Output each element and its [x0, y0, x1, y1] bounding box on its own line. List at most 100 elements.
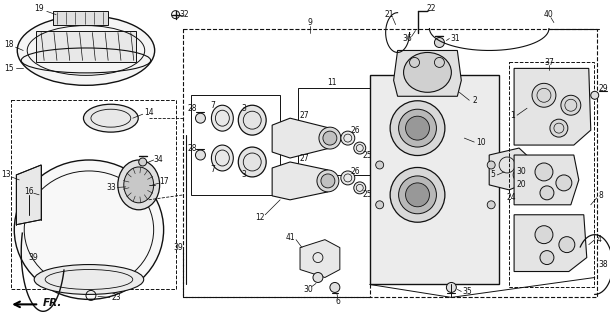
- Polygon shape: [370, 76, 499, 284]
- Text: 2: 2: [473, 96, 478, 105]
- Circle shape: [376, 161, 384, 169]
- Circle shape: [434, 37, 444, 47]
- Circle shape: [487, 161, 495, 169]
- Circle shape: [535, 163, 553, 181]
- Text: 7: 7: [210, 165, 215, 174]
- Ellipse shape: [211, 145, 233, 171]
- Text: 19: 19: [34, 4, 44, 13]
- Ellipse shape: [238, 105, 266, 135]
- Polygon shape: [300, 240, 340, 277]
- Text: 3: 3: [242, 104, 247, 113]
- Circle shape: [540, 251, 554, 265]
- Ellipse shape: [323, 131, 337, 145]
- Text: 29: 29: [599, 84, 609, 93]
- Ellipse shape: [124, 167, 153, 203]
- Text: 35: 35: [463, 287, 472, 296]
- Ellipse shape: [34, 265, 144, 294]
- Text: 39: 39: [174, 243, 183, 252]
- Text: 28: 28: [188, 104, 197, 113]
- Circle shape: [540, 186, 554, 200]
- Text: 34: 34: [154, 156, 164, 164]
- Ellipse shape: [319, 127, 341, 149]
- Polygon shape: [272, 118, 330, 158]
- Ellipse shape: [398, 176, 436, 214]
- Circle shape: [561, 95, 581, 115]
- Circle shape: [535, 226, 553, 244]
- Bar: [53, 11, 108, 25]
- Polygon shape: [514, 215, 587, 271]
- Polygon shape: [16, 165, 41, 225]
- Text: 26: 26: [351, 167, 360, 176]
- Text: 30: 30: [516, 167, 526, 176]
- Text: 4: 4: [596, 235, 601, 244]
- Text: 25: 25: [363, 150, 373, 160]
- Text: 21: 21: [385, 10, 394, 19]
- Text: 10: 10: [477, 138, 486, 147]
- Circle shape: [556, 175, 572, 191]
- Circle shape: [196, 113, 205, 123]
- Circle shape: [139, 158, 147, 166]
- Ellipse shape: [238, 147, 266, 177]
- Text: 17: 17: [159, 177, 169, 187]
- Text: 32: 32: [180, 10, 189, 19]
- Ellipse shape: [84, 104, 138, 132]
- Ellipse shape: [404, 52, 452, 92]
- Text: 39: 39: [28, 253, 38, 262]
- Polygon shape: [393, 51, 461, 96]
- Text: 11: 11: [327, 78, 337, 87]
- Text: 23: 23: [111, 293, 120, 302]
- Text: 41: 41: [285, 233, 295, 242]
- Text: 18: 18: [4, 40, 14, 49]
- Text: FR.: FR.: [43, 298, 62, 308]
- Circle shape: [330, 283, 340, 292]
- Polygon shape: [272, 162, 328, 200]
- Polygon shape: [489, 148, 534, 190]
- Ellipse shape: [354, 142, 366, 154]
- Ellipse shape: [403, 52, 452, 93]
- Text: 16: 16: [24, 188, 34, 196]
- Ellipse shape: [341, 171, 355, 185]
- Text: 25: 25: [363, 190, 373, 199]
- Text: 3: 3: [242, 171, 247, 180]
- Circle shape: [532, 83, 556, 107]
- Text: 36: 36: [403, 34, 412, 43]
- Text: 38: 38: [599, 260, 609, 269]
- Circle shape: [591, 91, 599, 99]
- Ellipse shape: [17, 16, 155, 85]
- Text: 5: 5: [491, 171, 496, 180]
- Text: 40: 40: [544, 10, 554, 19]
- Ellipse shape: [406, 183, 430, 207]
- Circle shape: [487, 201, 495, 209]
- Ellipse shape: [14, 160, 164, 300]
- Circle shape: [447, 283, 456, 292]
- Text: 26: 26: [351, 126, 360, 135]
- Circle shape: [313, 273, 323, 283]
- Text: 15: 15: [4, 64, 14, 73]
- Text: 20: 20: [516, 180, 526, 189]
- Text: 31: 31: [450, 34, 460, 43]
- Text: 8: 8: [598, 191, 603, 200]
- Text: 24: 24: [507, 193, 516, 202]
- Text: 1: 1: [510, 111, 514, 120]
- Bar: [36, 31, 136, 62]
- Ellipse shape: [118, 160, 159, 210]
- Ellipse shape: [317, 170, 339, 192]
- Text: 30: 30: [303, 285, 313, 294]
- Circle shape: [559, 237, 575, 252]
- Ellipse shape: [341, 131, 355, 145]
- Text: 27: 27: [299, 111, 309, 120]
- Text: 9: 9: [307, 18, 312, 27]
- Text: 7: 7: [210, 101, 215, 110]
- Text: 27: 27: [299, 154, 309, 163]
- Ellipse shape: [406, 116, 430, 140]
- Text: 6: 6: [335, 297, 340, 306]
- Ellipse shape: [354, 182, 366, 194]
- Text: 12: 12: [255, 213, 265, 222]
- Polygon shape: [514, 68, 591, 145]
- Ellipse shape: [390, 167, 445, 222]
- Polygon shape: [514, 155, 579, 205]
- Ellipse shape: [211, 105, 233, 131]
- Text: 14: 14: [144, 108, 153, 117]
- Circle shape: [550, 119, 568, 137]
- Ellipse shape: [411, 59, 444, 86]
